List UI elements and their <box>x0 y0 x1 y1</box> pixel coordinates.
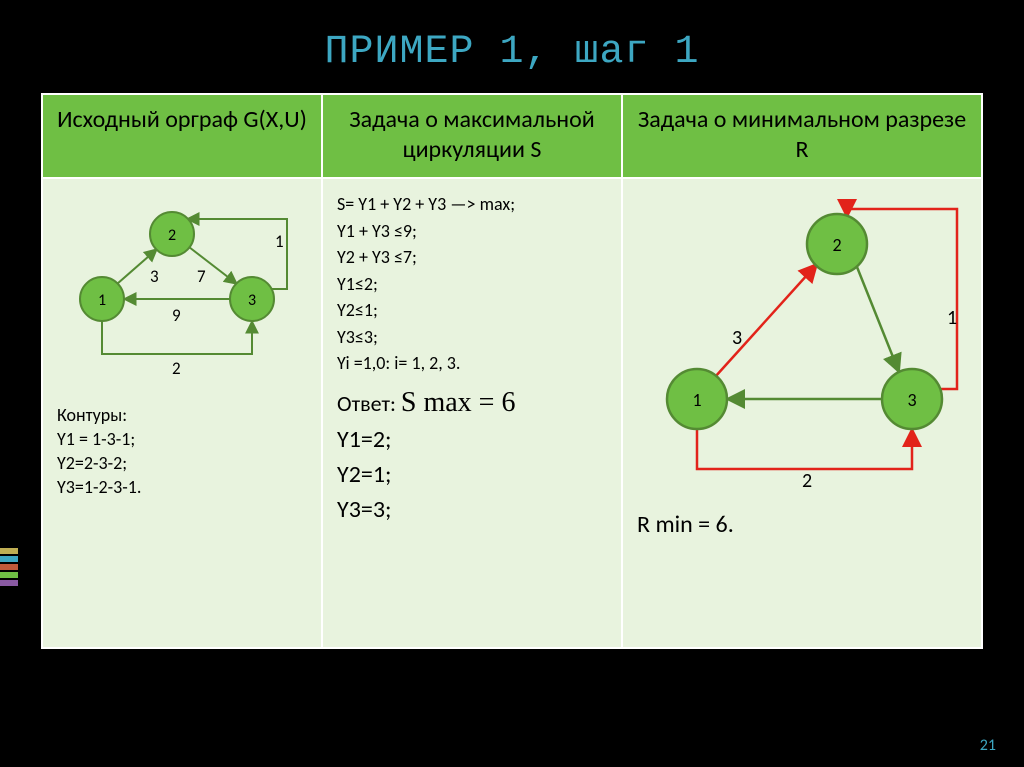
col-header-3: Задача о минимальном разрезе R <box>622 94 982 178</box>
page-number: 21 <box>980 736 996 755</box>
edge-label: 3 <box>732 326 742 350</box>
accent-bar <box>0 548 18 588</box>
eq-line: Y2 + Y3 ≤7; <box>337 246 611 269</box>
svg-text:1: 1 <box>98 291 106 310</box>
edge-label: 2 <box>802 469 812 489</box>
svg-text:3: 3 <box>907 389 916 411</box>
rmin-line: R min = 6. <box>637 510 971 539</box>
y1-value: Y1=2; <box>337 425 611 454</box>
eq-line: Y1 + Y3 ≤9; <box>337 220 611 243</box>
edge-label: 7 <box>197 266 206 287</box>
y3-value: Y3=3; <box>337 495 611 524</box>
edge-label: 1 <box>947 306 957 330</box>
answer-line: Ответ: S max = 6 <box>337 387 611 419</box>
contour-y1: Y1 = 1-3-1; <box>57 428 311 450</box>
edge-label: 2 <box>172 358 181 379</box>
contour-y3: Y3=1-2-3-1. <box>57 476 311 498</box>
source-graph: 1 2 3 3 7 9 2 <box>57 189 311 394</box>
col-header-1: Исходный орграф G(X,U) <box>42 94 322 178</box>
answer-prefix: Ответ: <box>337 390 401 417</box>
y-values: Y1=2; Y2=1; Y3=3; <box>337 425 611 524</box>
edge-label: 9 <box>172 305 181 326</box>
svg-text:3: 3 <box>248 291 256 310</box>
svg-text:1: 1 <box>692 389 701 411</box>
cell-min-cut: 1 2 3 3 1 2 <box>622 178 982 648</box>
eq-line: Y1≤2; <box>337 273 611 296</box>
smax-label: S max <box>401 387 472 418</box>
cut-graph: 1 2 3 3 1 2 <box>637 189 971 494</box>
svg-text:2: 2 <box>168 226 176 245</box>
contour-y2: Y2=2-3-2; <box>57 452 311 474</box>
eq-line: Y3≤3; <box>337 326 611 349</box>
smax-value: = 6 <box>472 387 516 418</box>
contours-block: Контуры: Y1 = 1-3-1; Y2=2-3-2; Y3=1-2-3-… <box>57 404 311 498</box>
eq-line: S= Y1 + Y2 + Y3 —> max; <box>337 193 611 216</box>
eq-line: Yi =1,0: i= 1, 2, 3. <box>337 352 611 375</box>
svg-text:2: 2 <box>832 234 841 256</box>
slide-title: ПРИМЕР 1, шаг 1 <box>0 0 1024 93</box>
cell-max-circ: S= Y1 + Y2 + Y3 —> max; Y1 + Y3 ≤9; Y2 +… <box>322 178 622 648</box>
edge-label: 3 <box>150 266 159 287</box>
eq-line: Y2≤1; <box>337 299 611 322</box>
content-table: Исходный орграф G(X,U) Задача о максимал… <box>41 93 983 649</box>
edge-label: 1 <box>275 231 284 252</box>
equations-block: S= Y1 + Y2 + Y3 —> max; Y1 + Y3 ≤9; Y2 +… <box>337 193 611 375</box>
cell-graph-source: 1 2 3 3 7 9 2 <box>42 178 322 648</box>
y2-value: Y2=1; <box>337 460 611 489</box>
contours-heading: Контуры: <box>57 404 311 426</box>
col-header-2: Задача о максимальной циркуляции S <box>322 94 622 178</box>
